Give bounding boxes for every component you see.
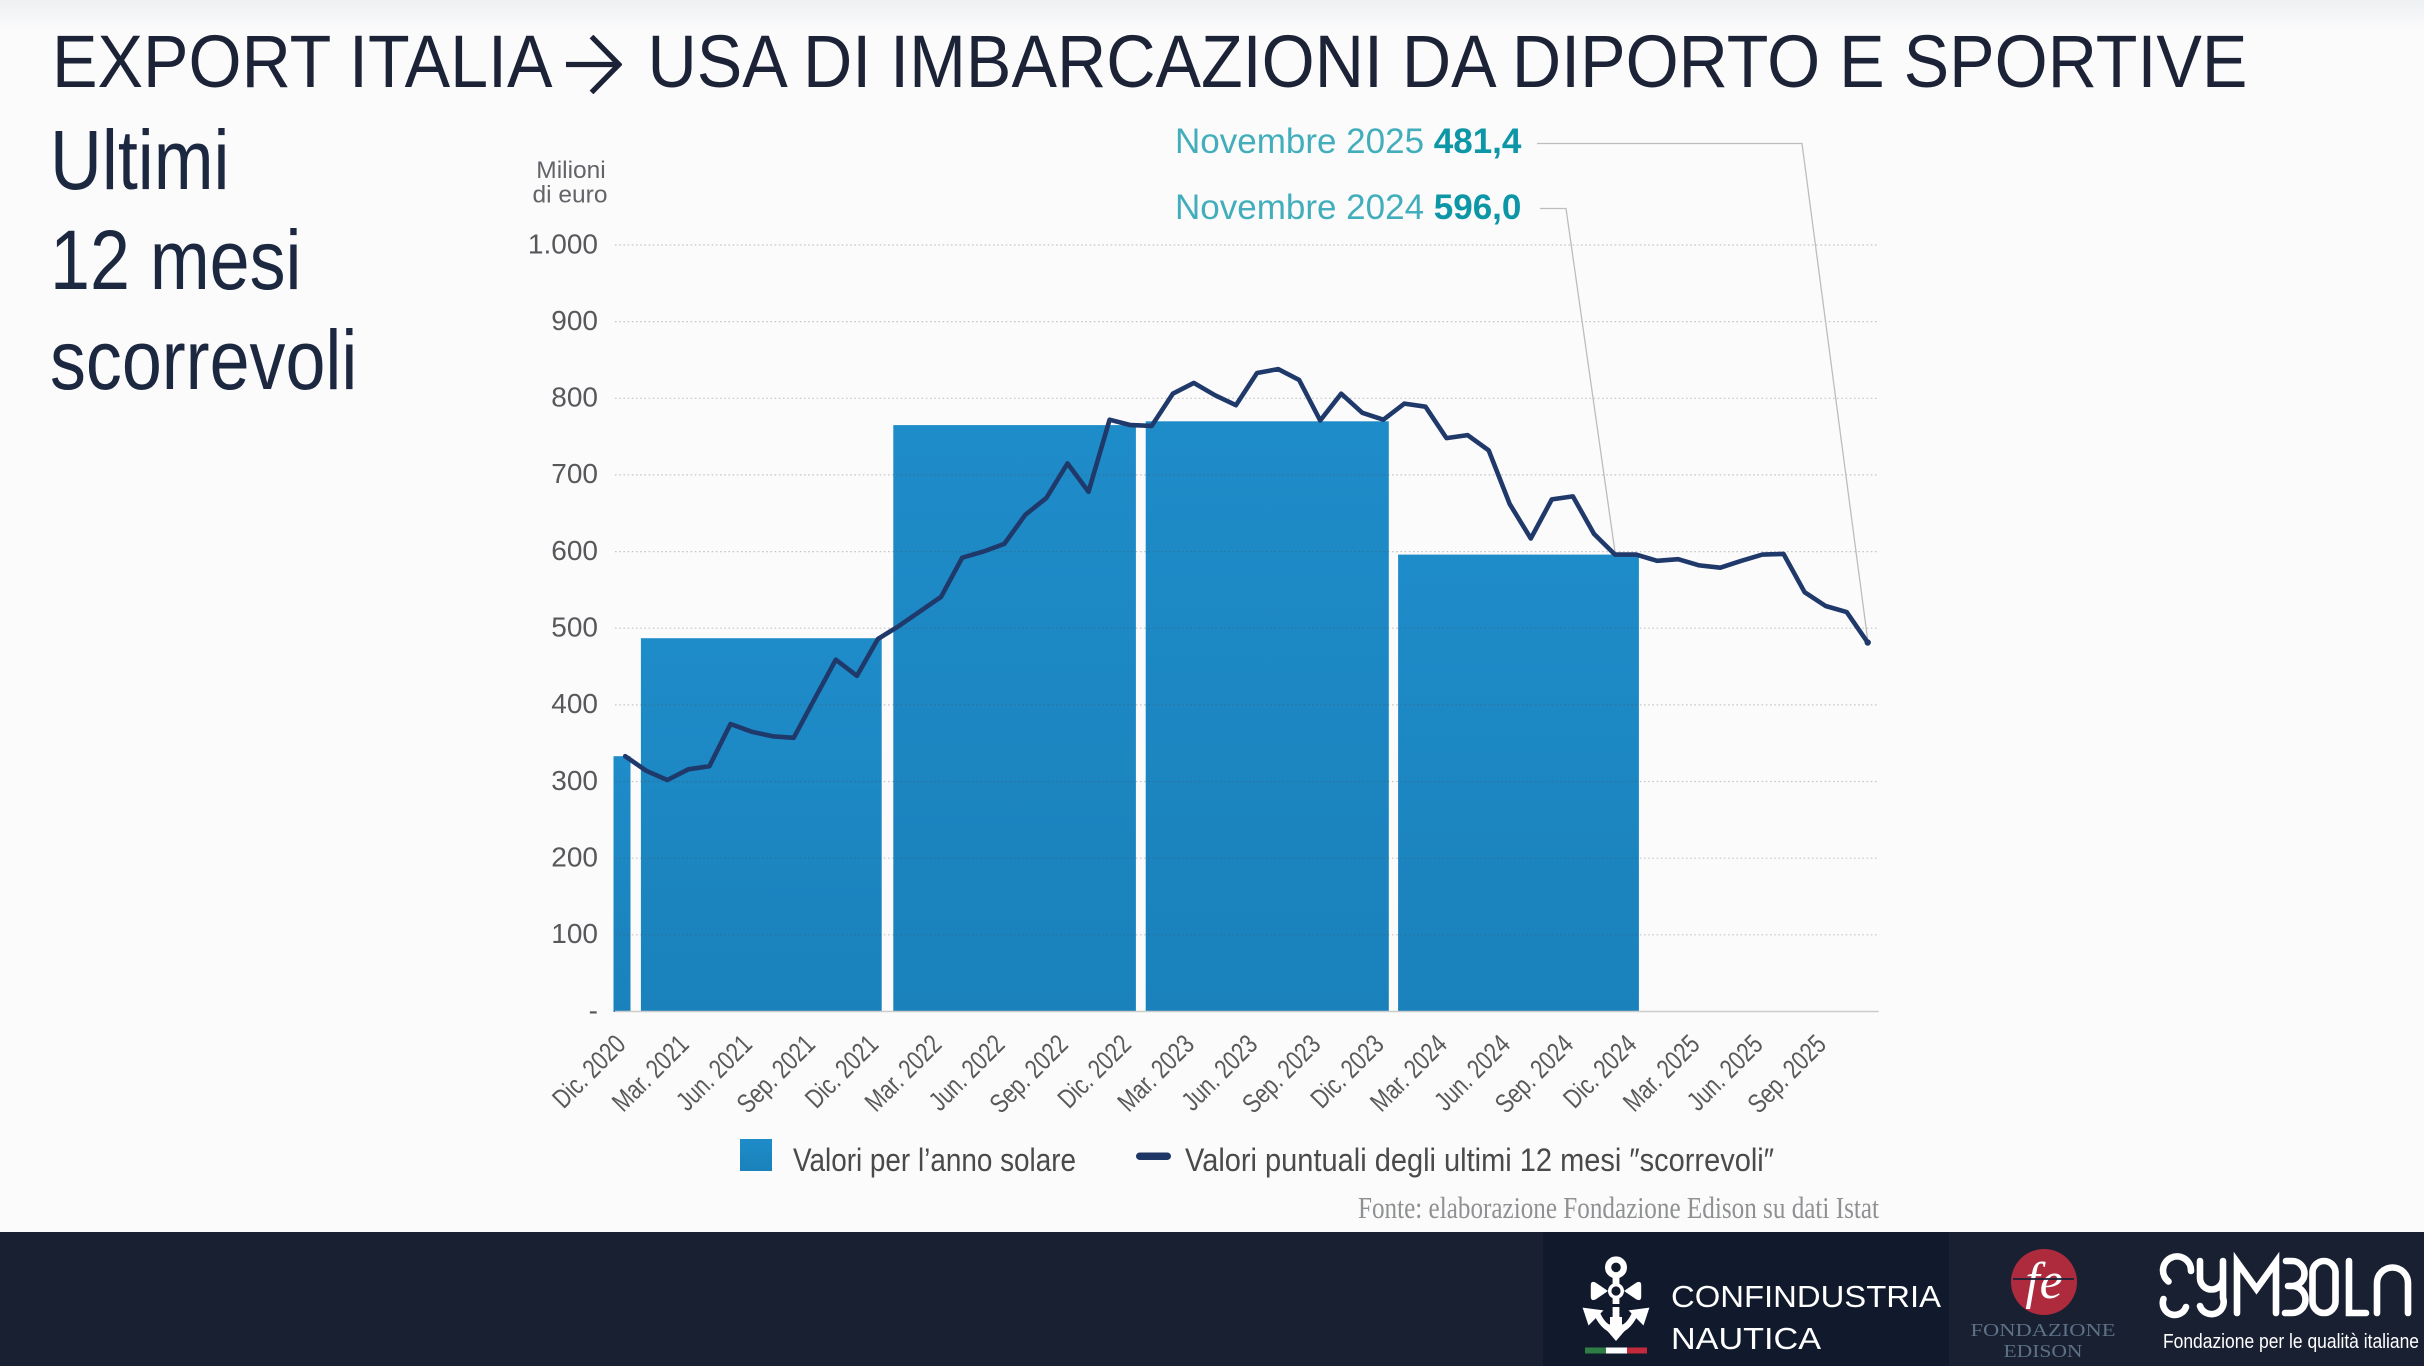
svg-text:600: 600 <box>551 535 598 566</box>
svg-text:NAUTICA: NAUTICA <box>1671 1321 1821 1356</box>
svg-text:900: 900 <box>551 305 598 336</box>
svg-text:700: 700 <box>551 458 598 489</box>
svg-text:800: 800 <box>551 382 598 413</box>
svg-text:CONFINDUSTRIA: CONFINDUSTRIA <box>1671 1279 1941 1314</box>
svg-text:fe: fe <box>2025 1253 2063 1310</box>
svg-text:1.000: 1.000 <box>528 228 598 259</box>
svg-text:500: 500 <box>551 612 598 643</box>
svg-text:di euro: di euro <box>533 182 608 209</box>
svg-text:Valori per l’anno solare: Valori per l’anno solare <box>793 1142 1076 1178</box>
svg-text:Fonte: elaborazione Fondazione: Fonte: elaborazione Fondazione Edison su… <box>1358 1190 1879 1225</box>
svg-text:Valori puntuali degli ultimi 1: Valori puntuali degli ultimi 12 mesi ″sc… <box>1185 1142 1774 1178</box>
svg-text:FONDAZIONE: FONDAZIONE <box>1971 1320 2116 1340</box>
svg-text:EDISON: EDISON <box>2004 1341 2083 1361</box>
svg-text:200: 200 <box>551 842 598 873</box>
svg-text:400: 400 <box>551 688 598 719</box>
svg-text:Fondazione per le qualità ital: Fondazione per le qualità italiane <box>2163 1331 2419 1353</box>
svg-text:Milioni: Milioni <box>536 157 605 184</box>
svg-text:100: 100 <box>551 918 598 949</box>
svg-text:-: - <box>589 995 598 1026</box>
svg-text:300: 300 <box>551 765 598 796</box>
